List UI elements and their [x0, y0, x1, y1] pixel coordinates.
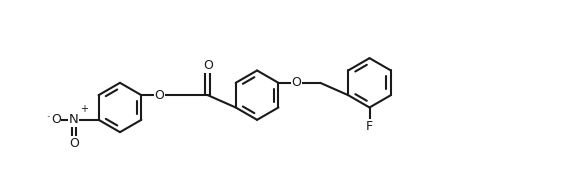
Text: O: O	[203, 59, 213, 72]
Text: O: O	[292, 76, 301, 89]
Text: O: O	[51, 113, 61, 126]
Text: N: N	[69, 113, 79, 126]
Text: O: O	[154, 89, 164, 102]
Text: F: F	[366, 120, 373, 133]
Text: ⁻: ⁻	[46, 114, 52, 124]
Text: O: O	[69, 137, 79, 150]
Text: +: +	[80, 104, 88, 114]
